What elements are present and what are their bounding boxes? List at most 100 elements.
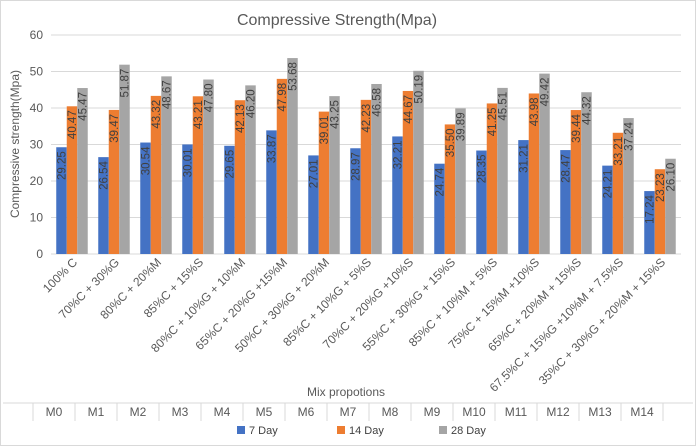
bar [150, 95, 162, 254]
y-tick-label: 60 [30, 28, 44, 42]
data-label: 47.80 [204, 84, 216, 113]
data-label: 33.87 [267, 134, 279, 163]
bar [560, 150, 571, 254]
bar [234, 100, 246, 255]
data-label: 26.10 [666, 163, 678, 192]
bar [602, 165, 613, 254]
bar [528, 93, 540, 255]
data-label: 24.21 [603, 170, 615, 199]
data-label: 45.47 [78, 92, 90, 121]
data-label: 29.65 [225, 150, 237, 179]
data-label: 46.20 [246, 89, 258, 118]
bar [623, 118, 634, 254]
mix-id-label: M6 [298, 405, 315, 419]
data-label: 42.23 [361, 104, 373, 133]
bar [360, 99, 372, 254]
bar [444, 124, 456, 254]
data-label: 43.98 [529, 97, 541, 126]
x-axis-label: Mix propotions [307, 385, 385, 399]
legend-label: 28 Day [451, 425, 486, 437]
bar [224, 145, 235, 254]
data-label: 35.50 [445, 128, 457, 157]
bar [161, 76, 172, 255]
data-label: 29.25 [57, 151, 69, 180]
mix-id-label: M14 [630, 405, 654, 419]
bar [665, 158, 676, 254]
data-label: 31.21 [519, 144, 531, 173]
data-label: 39.89 [456, 112, 468, 141]
mix-id-label: M7 [340, 405, 357, 419]
bar [56, 147, 67, 254]
mix-id-label: M4 [214, 405, 231, 419]
data-label: 39.47 [109, 114, 121, 143]
data-label: 41.25 [487, 107, 499, 136]
mix-id-label: M8 [382, 405, 399, 419]
bar [192, 96, 204, 254]
bar [245, 85, 256, 255]
bar [486, 103, 498, 254]
bar [476, 150, 487, 254]
data-label: 40.47 [67, 110, 79, 139]
mix-id-row: M0 M1 M2 M3 M4 M5 M6 M7 M8 M9 M10 M11 M12 M13 M14 [3, 402, 693, 421]
data-label: 24.74 [435, 167, 447, 196]
mix-id-label: M10 [462, 405, 486, 419]
bar [266, 130, 277, 254]
data-label: 48.67 [162, 80, 174, 109]
bar [108, 109, 120, 254]
bar [497, 87, 508, 255]
legend-swatch [237, 426, 245, 434]
bar [276, 78, 288, 254]
legend-swatch [337, 426, 345, 434]
data-label: 43.21 [193, 100, 205, 129]
y-axis-label: Compressive strength(Mpa) [8, 70, 22, 218]
y-tick-label: 40 [30, 101, 44, 115]
bar [203, 79, 214, 254]
y-tick-label: 10 [30, 211, 44, 225]
data-label: 47.98 [277, 83, 289, 112]
bar [77, 88, 88, 254]
data-label: 53.68 [288, 62, 300, 91]
data-label: 42.13 [235, 104, 247, 133]
bar [654, 169, 666, 254]
mix-id-label: M3 [172, 405, 189, 419]
data-labels: 29.25 26.54 30.54 30.01 29.65 33.87 27.01 28.97… [57, 62, 678, 224]
bar-series [56, 58, 676, 255]
bar [455, 108, 466, 255]
bar [66, 106, 78, 254]
mix-id-label: M2 [130, 405, 147, 419]
x-tick-labels: 100% C70%C + 30%G80%C + 20%M85%C + 15%S8… [40, 255, 668, 395]
mix-id-label: M13 [588, 405, 612, 419]
mix-id-label: M5 [256, 405, 273, 419]
legend: 7 Day 14 Day 28 Day [237, 425, 486, 437]
data-label: 46.58 [372, 88, 384, 117]
chart-title: Compressive Strength(Mpa) [237, 12, 437, 29]
bar [119, 64, 130, 254]
mix-id-label: M11 [505, 405, 528, 419]
bar [140, 142, 151, 254]
bar [402, 90, 414, 254]
data-label: 30.54 [141, 146, 153, 175]
data-label: 39.01 [319, 116, 331, 145]
data-label: 27.01 [309, 159, 321, 188]
y-tick-label: 30 [30, 138, 44, 152]
bar [182, 144, 193, 254]
data-label: 23.23 [655, 173, 667, 202]
y-tick-label: 0 [36, 247, 43, 261]
data-label: 32.21 [393, 140, 405, 169]
legend-label: 7 Day [249, 425, 278, 437]
bar [350, 148, 361, 254]
bar [644, 191, 655, 254]
data-label: 17.24 [645, 194, 657, 223]
bar [371, 83, 382, 254]
bar [581, 92, 592, 255]
bar [98, 157, 109, 254]
bar [413, 70, 424, 254]
bar [612, 132, 624, 254]
data-label: 33.21 [613, 137, 625, 166]
data-label: 43.32 [151, 100, 163, 129]
bar [518, 140, 529, 254]
data-label: 50.19 [414, 75, 426, 104]
bar [570, 110, 582, 254]
mix-id-label: M9 [424, 405, 441, 419]
